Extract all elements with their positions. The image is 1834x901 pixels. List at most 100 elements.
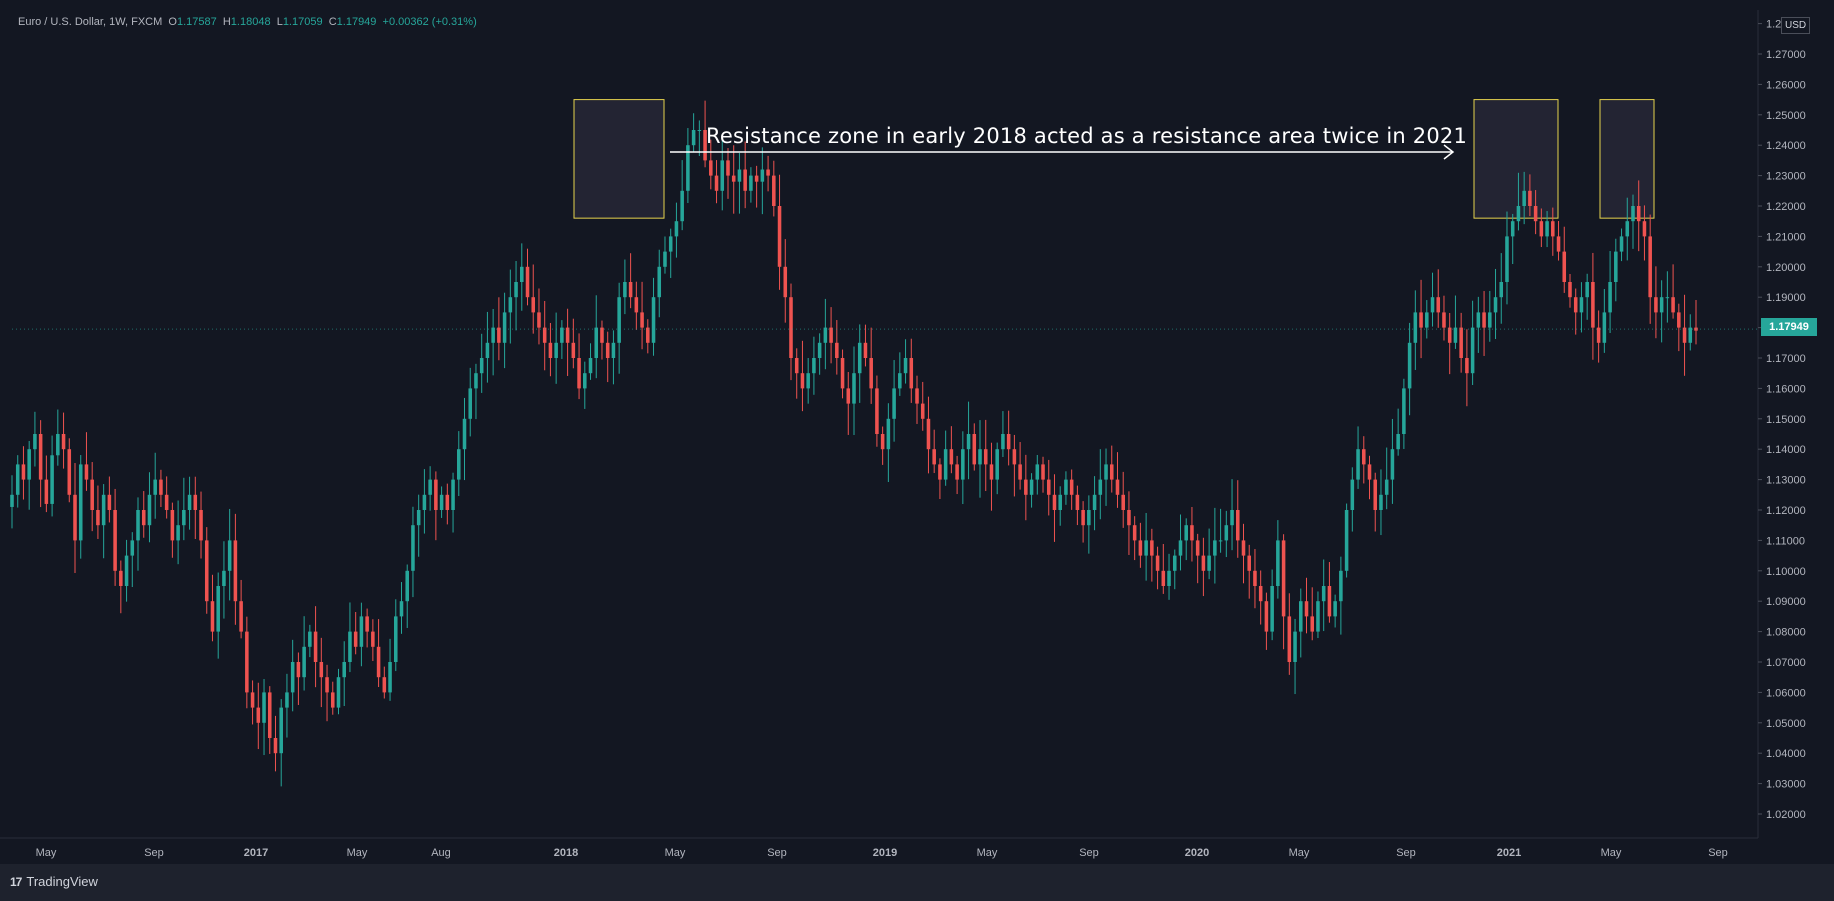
- price-tick-label: 1.16000: [1766, 383, 1806, 395]
- candle-body: [1642, 221, 1647, 237]
- candle-body: [393, 616, 398, 662]
- time-tick-label: 2017: [244, 847, 268, 859]
- price-tick-label: 1.17000: [1766, 353, 1806, 365]
- candle-body: [336, 677, 341, 708]
- candle-body: [1671, 297, 1675, 313]
- candle-body: [342, 662, 346, 678]
- candle-body: [663, 251, 667, 267]
- candle-body: [422, 494, 427, 510]
- candle-body: [857, 342, 862, 374]
- candle-body: [772, 175, 776, 206]
- candle-body: [548, 342, 553, 358]
- candle-body: [411, 525, 415, 571]
- tradingview-brand[interactable]: 17 TradingView: [10, 874, 98, 889]
- candle-body: [714, 175, 719, 191]
- currency-button[interactable]: USD: [1781, 17, 1811, 34]
- candle-body: [1144, 540, 1148, 556]
- price-tick-label: 1.27000: [1766, 49, 1806, 61]
- candle-body: [611, 342, 616, 358]
- candle-body: [1155, 555, 1160, 571]
- candle-body: [1677, 312, 1681, 328]
- candle-body: [823, 327, 828, 343]
- candle-body: [1356, 449, 1360, 480]
- candle-body: [949, 449, 954, 465]
- candle-body: [1350, 479, 1355, 510]
- price-tick-label: 1.10000: [1766, 566, 1806, 578]
- candle-body: [852, 373, 856, 404]
- candle-body: [382, 677, 387, 693]
- candle-body: [1098, 479, 1103, 495]
- candle-body: [239, 601, 243, 632]
- candle-body: [1012, 449, 1017, 465]
- open-value: 1.17587: [176, 16, 217, 28]
- candle-body: [800, 373, 805, 389]
- candle-body: [989, 464, 994, 480]
- candle-body: [978, 449, 982, 465]
- candle-body: [892, 388, 896, 419]
- candle-body: [359, 616, 364, 647]
- time-tick-label: 2021: [1497, 847, 1521, 859]
- candle-body: [1379, 494, 1383, 510]
- candle-body: [846, 388, 851, 404]
- candle-body: [1407, 342, 1412, 389]
- time-tick-label: Aug: [431, 847, 451, 859]
- candle-body: [1528, 190, 1532, 206]
- candle-body: [250, 692, 255, 708]
- candle-body: [1551, 221, 1555, 237]
- price-tick-label: 1.05000: [1766, 718, 1806, 730]
- candle-body: [737, 169, 742, 182]
- time-tick-label: Sep: [1079, 847, 1099, 859]
- candle-body: [233, 540, 238, 602]
- candle-body: [451, 479, 455, 510]
- candle-body: [1264, 601, 1269, 632]
- candle-body: [926, 418, 931, 450]
- price-tick-label: 1.14000: [1766, 444, 1806, 456]
- candle-body: [1596, 327, 1601, 343]
- candle-body: [1035, 464, 1040, 480]
- candle-body: [1230, 510, 1234, 526]
- candle-body: [1081, 510, 1085, 526]
- candle-body: [428, 479, 432, 495]
- candle-body: [1465, 358, 1469, 374]
- candle-body: [1207, 555, 1211, 571]
- candle-body: [903, 358, 908, 374]
- price-tick-label: 1.19000: [1766, 292, 1806, 304]
- candle-body: [1625, 221, 1630, 237]
- price-tick-label: 1.11000: [1766, 535, 1805, 547]
- candle-body: [199, 510, 203, 541]
- low-value: 1.17059: [282, 16, 323, 28]
- candle-body: [245, 631, 249, 693]
- candle-body: [1241, 540, 1246, 556]
- candle-body: [766, 169, 770, 176]
- price-tick-label: 1.03000: [1766, 779, 1806, 791]
- candle-body: [835, 342, 839, 358]
- candle-body: [227, 540, 232, 571]
- candle-body: [1470, 327, 1475, 374]
- candle-body: [657, 266, 662, 298]
- candlestick-series: [10, 100, 1758, 787]
- candle-body: [829, 327, 833, 343]
- candle-body: [726, 160, 730, 176]
- candle-body: [1075, 494, 1080, 510]
- symbol-title: Euro / U.S. Dollar, 1W, FXCM: [18, 16, 163, 28]
- candle-body: [164, 494, 169, 510]
- candle-body: [966, 434, 971, 450]
- candle-body: [15, 464, 20, 495]
- brand-name: TradingView: [26, 874, 98, 889]
- candle-body: [210, 601, 215, 632]
- time-tick-label: May: [347, 847, 368, 859]
- high-label: H: [222, 16, 231, 28]
- candle-body: [222, 570, 226, 586]
- candle-body: [514, 282, 518, 298]
- candle-body: [1636, 206, 1641, 222]
- price-tick-label: 1.02000: [1766, 809, 1806, 821]
- candle-body: [416, 510, 421, 526]
- candle-body: [319, 662, 324, 678]
- candle-body: [554, 342, 558, 358]
- candle-body: [279, 707, 283, 754]
- time-tick-label: 2020: [1185, 847, 1209, 859]
- candle-body: [1270, 586, 1274, 632]
- candle-body: [399, 601, 404, 617]
- candle-body: [136, 510, 140, 541]
